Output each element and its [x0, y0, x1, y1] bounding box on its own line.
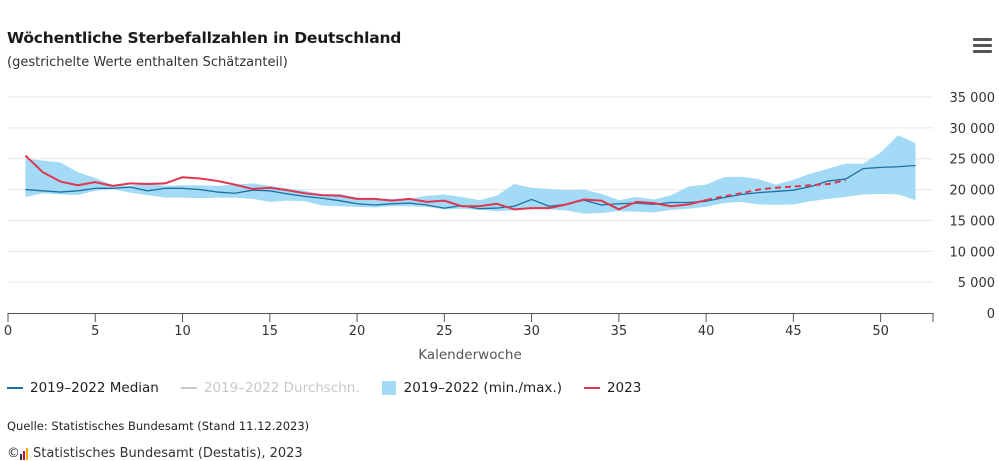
- x-axis-label: Kalenderwoche: [418, 347, 522, 363]
- credit-text: Statistisches Bundesamt (Destatis), 2023: [33, 446, 303, 461]
- destatis-logo-icon: [20, 447, 29, 460]
- legend-item-range[interactable]: 2019–2022 (min./max.): [381, 380, 562, 396]
- legend-label: 2019–2022 (min./max.): [403, 380, 562, 396]
- x-tick-label: 15: [262, 324, 279, 339]
- copyright-credit: © Statistisches Bundesamt (Destatis), 20…: [7, 446, 303, 461]
- copyright-symbol: ©: [7, 446, 20, 461]
- series-line-y2023: [24, 154, 707, 211]
- y-tick-label: 20 000: [950, 184, 996, 199]
- legend-symbol-median: [7, 387, 23, 389]
- range-area: [25, 135, 916, 214]
- legend-label: 2023: [606, 380, 642, 396]
- y-tick-label: 30 000: [950, 122, 996, 137]
- legend-symbol-average: [180, 387, 197, 389]
- x-tick-label: 45: [785, 324, 802, 339]
- legend-label: 2019–2022 Median: [30, 380, 159, 396]
- y-tick-label: 15 000: [950, 214, 996, 229]
- chart-subtitle: (gestrichelte Werte enthalten Schätzante…: [7, 55, 288, 70]
- x-tick-label: 30: [523, 324, 540, 339]
- range-band: [25, 135, 916, 214]
- series-line-y2023_estimated: [705, 179, 846, 202]
- source-note: Quelle: Statistisches Bundesamt (Stand 1…: [7, 419, 310, 433]
- legend-label: 2019–2022 Durchschn.: [203, 380, 360, 396]
- chart-legend: 2019–2022 Median 2019–2022 Durchschn. 2019…: [7, 378, 663, 398]
- x-tick-label: 20: [349, 324, 366, 339]
- legend-symbol-y2023: [583, 387, 600, 389]
- y-tick-label: 0: [987, 307, 995, 322]
- y-tick-label: 35 000: [950, 91, 996, 106]
- x-tick-label: 10: [174, 324, 191, 339]
- x-tick-label: 25: [436, 324, 453, 339]
- y-axis: 0 5 000 10 000 15 000 20 000 25 000 30 000 35 0…: [950, 91, 996, 322]
- legend-item-average[interactable]: 2019–2022 Durchschn.: [180, 380, 360, 396]
- x-tick-label: 0: [4, 324, 12, 339]
- chart-plot: 0 5 10 15 20 25 30 35 40 45 50 0 5 000 10 000 15 000 2…: [4, 91, 996, 363]
- x-tick-label: 40: [698, 324, 715, 339]
- grid-lines: [8, 96, 933, 283]
- series-lines: [24, 154, 916, 211]
- y-tick-label: 25 000: [950, 153, 996, 168]
- legend-item-median[interactable]: 2019–2022 Median: [7, 380, 159, 396]
- y-tick-label: 10 000: [950, 245, 996, 260]
- legend-symbol-range: [381, 381, 396, 395]
- x-tick-label: 5: [91, 324, 99, 339]
- legend-item-y2023[interactable]: 2023: [583, 380, 642, 396]
- x-tick-label: 35: [611, 324, 628, 339]
- y-tick-label: 5 000: [958, 276, 995, 291]
- chart-title: Wöchentliche Sterbefallzahlen in Deutsch…: [7, 29, 402, 47]
- x-tick-label: 50: [872, 324, 889, 339]
- hamburger-menu-icon[interactable]: [973, 38, 993, 54]
- x-axis: 0 5 10 15 20 25 30 35 40 45 50: [4, 313, 934, 339]
